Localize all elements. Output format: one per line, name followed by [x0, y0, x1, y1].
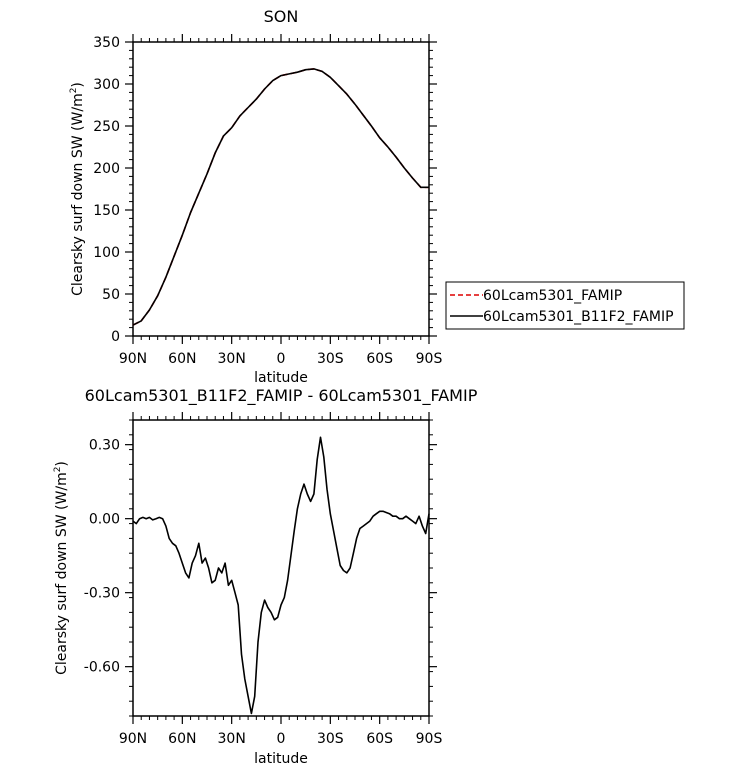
- top-y-axis-label: Clearsky surf down SW (W/m2): [69, 82, 86, 296]
- y-tick-label: 100: [93, 245, 120, 261]
- bottom-series-lines: [132, 436, 430, 715]
- top-panel: SON 0 50 100 150 200 250 300 350 90N 60N 30N 0 30S 6…: [69, 7, 442, 386]
- y-tick-label: 350: [93, 35, 120, 51]
- legend-box: [445, 281, 685, 330]
- x-tick-label: 90N: [119, 731, 147, 747]
- y-tick-label: 0.30: [89, 438, 120, 454]
- y-tick-label: -0.60: [84, 660, 120, 676]
- top-x-tick-labels: 90N 60N 30N 0 30S 60S 90S: [119, 351, 443, 367]
- x-tick-label: 90S: [416, 351, 443, 367]
- x-tick-label: 30S: [317, 351, 344, 367]
- top-y-tick-labels: 0 50 100 150 200 250 300 350: [93, 35, 120, 345]
- bottom-panel: 60Lcam5301_B11F2_FAMIP - 60Lcam5301_FAMI…: [53, 386, 478, 767]
- y-tick-label: -0.30: [84, 586, 120, 602]
- y-tick-label: 0.00: [89, 512, 120, 528]
- y-tick-label: 200: [93, 161, 120, 177]
- series-line-0-0: [132, 68, 429, 326]
- legend-label-famip: 60Lcam5301_FAMIP: [483, 288, 622, 304]
- bottom-y-tick-labels: -0.60 -0.30 0.00 0.30: [84, 438, 120, 676]
- y-tick-label: 0: [111, 329, 120, 345]
- y-tick-label: 150: [93, 203, 120, 219]
- top-x-axis-label: latitude: [254, 370, 308, 386]
- bottom-axis-ticks: [125, 412, 437, 724]
- x-tick-label: 30N: [218, 731, 246, 747]
- legend: 60Lcam5301_FAMIP 60Lcam5301_B11F2_FAMIP: [445, 281, 685, 330]
- y-tick-label: 50: [102, 287, 120, 303]
- series-line-0-1: [132, 68, 429, 326]
- x-tick-label: 0: [277, 731, 286, 747]
- bottom-y-axis-label: Clearsky surf down SW (W/m2): [53, 461, 70, 675]
- top-chart-title: SON: [264, 7, 299, 26]
- bottom-chart-title: 60Lcam5301_B11F2_FAMIP - 60Lcam5301_FAMI…: [85, 386, 478, 406]
- bottom-x-axis-label: latitude: [254, 751, 308, 767]
- bottom-plot-frame: [132, 419, 430, 717]
- x-tick-label: 0: [277, 351, 286, 367]
- x-tick-label: 30S: [317, 731, 344, 747]
- x-tick-label: 60N: [168, 731, 196, 747]
- top-axis-ticks: [125, 34, 437, 344]
- x-tick-label: 30N: [218, 351, 246, 367]
- y-tick-label: 300: [93, 77, 120, 93]
- legend-label-b11f2: 60Lcam5301_B11F2_FAMIP: [483, 309, 674, 325]
- x-tick-label: 90N: [119, 351, 147, 367]
- top-plot-frame: [132, 41, 430, 337]
- y-tick-label: 250: [93, 119, 120, 135]
- series-line-1-0: [132, 436, 430, 715]
- top-series-lines: [132, 68, 429, 326]
- x-tick-label: 60S: [366, 731, 393, 747]
- x-tick-label: 60N: [168, 351, 196, 367]
- bottom-x-tick-labels: 90N 60N 30N 0 30S 60S 90S: [119, 731, 443, 747]
- x-tick-label: 90S: [416, 731, 443, 747]
- x-tick-label: 60S: [366, 351, 393, 367]
